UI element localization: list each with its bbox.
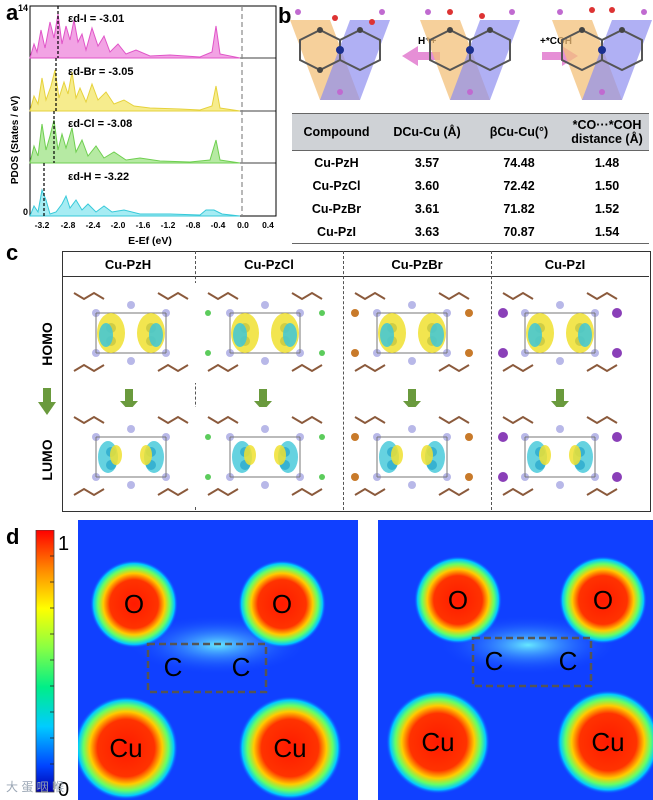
table-cell: Cu-PzCl (312, 178, 361, 193)
table-row: Cu-PzCl 3.60 72.42 1.50 (292, 174, 649, 197)
table-row: Cu-PzBr 3.61 71.82 1.52 (292, 197, 649, 220)
watermark: 大 蛋 咽 喉 (6, 780, 65, 794)
pdos-trace-cl (29, 119, 241, 164)
table-cell: 71.82 (503, 201, 535, 216)
panel-letter-b: b (278, 3, 292, 28)
atom-label-o: O (272, 589, 292, 619)
pdos-xtick: -1.2 (161, 220, 176, 230)
table-cell: 3.61 (414, 201, 440, 216)
table-cell: 1.48 (594, 155, 620, 170)
pdos-xlabel: E-Ef (eV) (128, 235, 172, 247)
orbital-col-divider (491, 251, 492, 510)
structure-3 (552, 7, 652, 100)
pdos-y-top-tick: 14 (18, 3, 28, 13)
orbital-col-label: Cu-PzBr (391, 257, 443, 272)
table-cell: 74.48 (503, 155, 535, 170)
table-cell: 72.42 (503, 178, 535, 193)
pdos-trace-br (29, 69, 241, 112)
mechanism-schematic: H⁺+ +*COH (290, 7, 652, 100)
table-header-row: Compound DCu-Cu (Å) βCu-Cu(°) *CO···*COH… (292, 113, 649, 151)
table-header-cell: Compound (292, 113, 381, 151)
arrow-left-icon (402, 46, 440, 66)
structure-1 (290, 9, 390, 100)
pdos-xtick: -2.8 (61, 220, 76, 230)
atom-label-cu: Cu (109, 733, 142, 763)
pdos-label-cl: εd-Cl = -3.08 (68, 118, 132, 130)
table-row: Cu-PzH 3.57 74.48 1.48 (292, 151, 649, 175)
table-cell: 3.63 (381, 220, 473, 244)
table-cell: 1.54 (565, 220, 649, 244)
atom-label-cu: Cu (273, 733, 306, 763)
mechanism-right-label: +*COH (540, 36, 572, 47)
pdos-trace-h (29, 188, 241, 217)
pdos-label-br: εd-Br = -3.05 (68, 66, 133, 78)
pdos-y-zero-tick: 0 (23, 207, 28, 217)
table-header-cell: *CO···*COH distance (Å) (565, 113, 649, 151)
table-cell: 1.50 (594, 178, 620, 193)
table-cell: Cu-PzH (314, 155, 359, 170)
pdos-xtick: -0.8 (186, 220, 201, 230)
table-cell: 3.60 (414, 178, 440, 193)
orbital-row-label-homo: HOMO (39, 322, 55, 366)
orbital-row-label-lumo: LUMO (39, 439, 55, 481)
orbital-col-label: Cu-PzI (544, 257, 586, 272)
pdos-xtick: -3.2 (35, 220, 50, 230)
table-cell: 3.57 (414, 155, 440, 170)
panel-letter-c: c (6, 240, 19, 265)
pdos-ylabel: PDOS (States / eV) (10, 96, 21, 184)
table-row: Cu-PzI 3.63 70.87 1.54 (292, 220, 649, 244)
elf-map-right: O O C C Cu Cu (378, 520, 653, 800)
elf-scale-max: 1 (58, 533, 69, 555)
atom-label-cu: Cu (591, 727, 624, 757)
pdos-xtick: -1.6 (136, 220, 151, 230)
pdos-xtick: -0.4 (211, 220, 226, 230)
pdos-chart: PDOS (States / eV) 14 0 εd-I = -3.01 εd-… (10, 3, 277, 247)
structure-2 (420, 9, 520, 100)
elf-colorbar: 1 0 (35, 530, 69, 800)
orbital-header-rule (62, 276, 649, 277)
pdos-label-h: εd-H = -3.22 (68, 171, 129, 183)
table-cell: 70.87 (473, 220, 565, 244)
atom-label-o: O (593, 585, 613, 615)
atom-label-c: C (164, 652, 183, 682)
pdos-xtick: 0.4 (262, 220, 274, 230)
orbital-col-divider (343, 251, 344, 510)
pdos-xtick: 0.0 (237, 220, 249, 230)
atom-label-cu: Cu (421, 727, 454, 757)
mechanism-left-label: H⁺+ (418, 36, 437, 47)
elf-map-left: O O C C Cu Cu (78, 520, 358, 800)
atom-label-c: C (559, 646, 578, 676)
table-cell: Cu-PzBr (311, 201, 362, 216)
table-cell: 1.52 (594, 201, 620, 216)
orbital-grid-frame (62, 251, 651, 512)
atom-label-o: O (448, 585, 468, 615)
structure-table: Compound DCu-Cu (Å) βCu-Cu(°) *CO···*COH… (292, 113, 649, 244)
pdos-trace-i (29, 13, 241, 59)
elf-scale-min: 0 (58, 779, 69, 800)
orbital-col-label: Cu-PzCl (244, 257, 294, 272)
atom-label-c: C (485, 646, 504, 676)
atom-label-c: C (232, 652, 251, 682)
table-cell: Cu-PzI (292, 220, 381, 244)
table-header-cell: βCu-Cu(°) (473, 113, 565, 151)
atom-label-o: O (124, 589, 144, 619)
table-header-cell: DCu-Cu (Å) (381, 113, 473, 151)
pdos-xtick: -2.4 (86, 220, 101, 230)
pdos-xtick: -2.0 (111, 220, 126, 230)
down-arrow-icon (38, 388, 56, 415)
orbital-col-label: Cu-PzH (104, 257, 152, 272)
pdos-label-i: εd-I = -3.01 (68, 13, 124, 25)
panel-letter-d: d (6, 524, 20, 549)
orbital-images (65, 282, 626, 508)
panel-letter-a: a (6, 0, 19, 25)
